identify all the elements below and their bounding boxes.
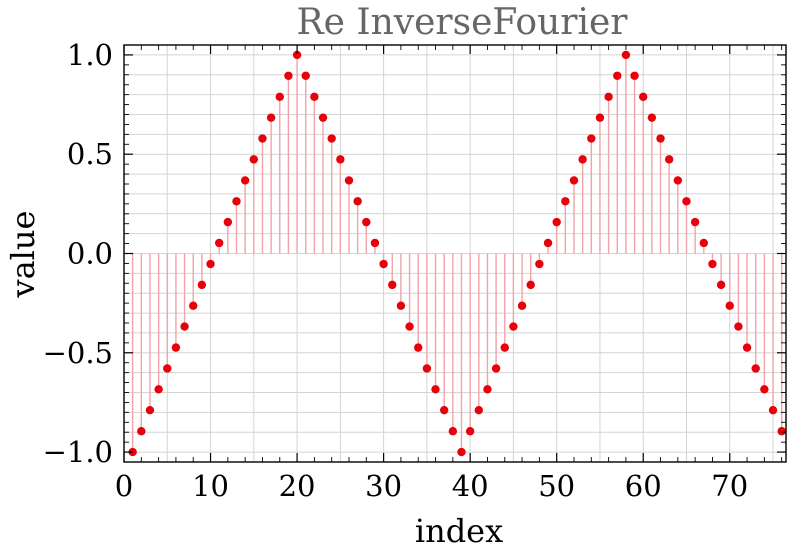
data-point <box>509 322 518 331</box>
data-point <box>439 405 449 415</box>
data-point <box>145 405 155 415</box>
data-point <box>465 427 475 436</box>
data-point <box>604 92 613 102</box>
data-point <box>310 92 319 102</box>
data-point <box>137 427 146 436</box>
data-point <box>491 364 501 373</box>
data-point <box>362 217 371 227</box>
data-point <box>457 447 466 457</box>
data-point <box>154 385 163 394</box>
data-point <box>716 280 726 290</box>
data-point <box>284 71 293 80</box>
data-point <box>543 238 553 248</box>
y-tick-label: 0.0 <box>67 237 113 271</box>
data-point <box>336 155 345 164</box>
x-tick-labels: 0 10 20 30 40 50 60 70 <box>115 469 748 503</box>
data-point <box>474 405 483 415</box>
data-point <box>301 71 310 80</box>
data-point <box>249 155 259 164</box>
data-point <box>664 155 674 164</box>
data-point <box>379 259 388 269</box>
data-point <box>699 238 708 248</box>
data-point <box>734 322 743 331</box>
x-tick-label: 10 <box>192 469 229 503</box>
data-point <box>206 259 215 269</box>
y-tick-label: −0.5 <box>43 336 113 370</box>
data-point <box>327 134 336 143</box>
y-tick-label: 1.0 <box>67 38 113 72</box>
data-point <box>414 343 423 352</box>
data-point <box>344 176 354 185</box>
data-point <box>561 197 570 206</box>
data-point <box>768 405 778 415</box>
data-point <box>405 322 414 331</box>
x-tick-label: 0 <box>115 469 133 503</box>
data-point <box>353 197 362 206</box>
data-point <box>483 385 492 394</box>
data-point <box>517 301 527 310</box>
data-point <box>535 259 544 269</box>
y-tick-label: −1.0 <box>43 435 113 469</box>
data-point <box>552 217 561 227</box>
axis-ticks <box>123 45 786 462</box>
chart-title: Re InverseFourier <box>297 2 629 43</box>
data-point <box>595 113 605 122</box>
data-point <box>569 176 579 185</box>
x-axis-label: index <box>415 512 503 550</box>
data-point <box>370 238 380 248</box>
stem-lines <box>131 54 783 453</box>
data-point <box>266 113 276 122</box>
data-point <box>725 301 734 310</box>
data-point <box>240 176 250 185</box>
data-point <box>742 343 752 352</box>
data-point <box>673 176 683 185</box>
data-point <box>613 71 622 80</box>
data-point <box>777 427 786 436</box>
data-point <box>318 113 328 122</box>
x-tick-label: 70 <box>711 469 748 503</box>
data-point <box>656 134 665 143</box>
data-points <box>128 50 786 457</box>
data-point <box>526 280 535 290</box>
data-point <box>500 343 509 352</box>
data-point <box>292 50 302 60</box>
data-point <box>578 155 587 164</box>
x-tick-label: 60 <box>625 469 662 503</box>
data-point <box>751 364 760 373</box>
y-axis-label: value <box>4 211 42 299</box>
data-point <box>422 364 432 373</box>
data-point <box>189 301 198 310</box>
x-tick-label: 30 <box>365 469 402 503</box>
data-point <box>647 113 657 122</box>
y-tick-labels: −1.0 −0.5 0.0 0.5 1.0 <box>43 38 113 469</box>
data-point <box>180 322 189 331</box>
data-point <box>708 259 717 269</box>
data-point <box>223 217 233 227</box>
data-point <box>621 50 631 60</box>
data-point <box>275 92 284 102</box>
x-tick-label: 40 <box>452 469 489 503</box>
data-point <box>214 238 224 248</box>
data-point <box>630 71 639 80</box>
data-point <box>448 427 458 436</box>
data-point <box>171 343 181 352</box>
data-point <box>258 134 267 143</box>
data-point <box>232 197 241 206</box>
data-point <box>690 217 700 227</box>
data-point <box>431 385 440 394</box>
data-point <box>197 280 207 290</box>
data-point <box>388 280 397 290</box>
data-point <box>682 197 691 206</box>
data-point <box>163 364 172 373</box>
data-point <box>760 385 769 394</box>
x-tick-label: 50 <box>538 469 575 503</box>
y-tick-label: 0.5 <box>67 137 113 171</box>
x-tick-label: 20 <box>279 469 316 503</box>
data-point <box>396 301 406 310</box>
data-point <box>587 134 596 143</box>
data-point <box>639 92 648 102</box>
